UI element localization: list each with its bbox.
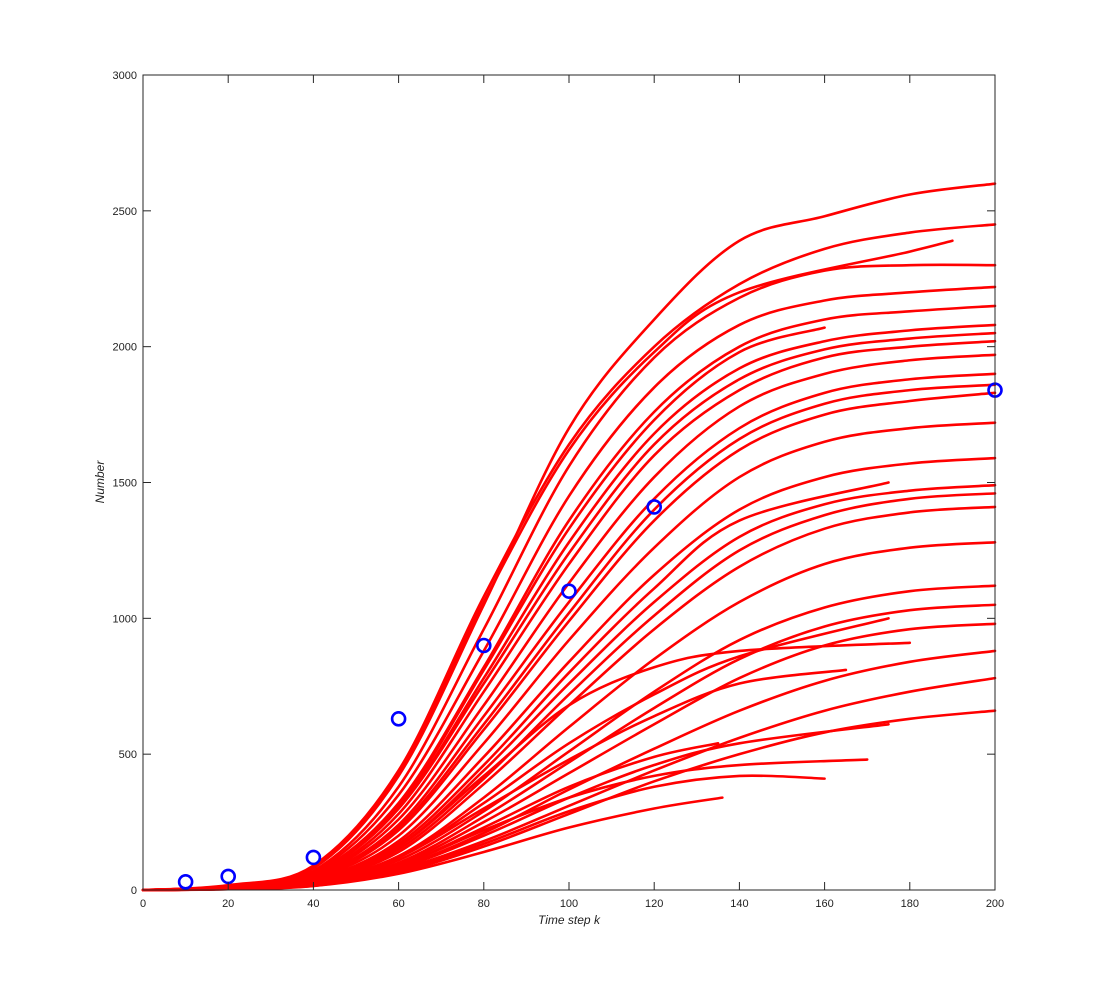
y-tick-label: 3000 <box>113 70 137 82</box>
plot-area <box>143 75 995 890</box>
y-tick-label: 2000 <box>113 342 137 354</box>
x-axis-ticks: 0 20 40 60 80 100 120 140 160 180 200 <box>140 75 1004 910</box>
y-tick-label: 0 <box>131 885 137 897</box>
observed-point-7 <box>646 499 663 515</box>
observed-point-5 <box>475 637 492 654</box>
y-tick-label: 1500 <box>113 478 137 490</box>
y-tick-label: 2500 <box>113 206 137 218</box>
x-tick-label: 0 <box>140 898 146 910</box>
observed-point-1 <box>177 874 194 890</box>
observed-point-4 <box>390 711 407 727</box>
x-tick-label: 80 <box>478 898 490 910</box>
observed-point-3 <box>305 849 322 866</box>
simulated-trajectory-32 <box>141 331 997 892</box>
simulated-trajectory-33 <box>141 383 997 892</box>
x-axis-label: Time step k <box>538 913 601 927</box>
x-tick-label: 200 <box>986 898 1004 910</box>
observed-points-layer <box>177 382 1003 890</box>
simulated-trajectory-35 <box>141 603 997 892</box>
y-axis-label: Number <box>93 460 107 504</box>
series-layer <box>141 182 997 892</box>
x-tick-label: 40 <box>307 898 319 910</box>
x-tick-label: 120 <box>645 898 663 910</box>
y-tick-label: 1000 <box>113 613 137 625</box>
observed-point-6 <box>561 583 577 599</box>
x-tick-label: 180 <box>901 898 919 910</box>
y-axis-ticks: 0 500 1000 1500 2000 2500 3000 <box>113 70 995 897</box>
x-tick-label: 140 <box>730 898 748 910</box>
simulated-trajectory-27 <box>141 239 954 892</box>
x-tick-label: 20 <box>222 898 234 910</box>
x-tick-label: 60 <box>392 898 404 910</box>
x-tick-label: 160 <box>815 898 833 910</box>
y-tick-label: 500 <box>119 749 137 761</box>
x-tick-label: 100 <box>560 898 578 910</box>
